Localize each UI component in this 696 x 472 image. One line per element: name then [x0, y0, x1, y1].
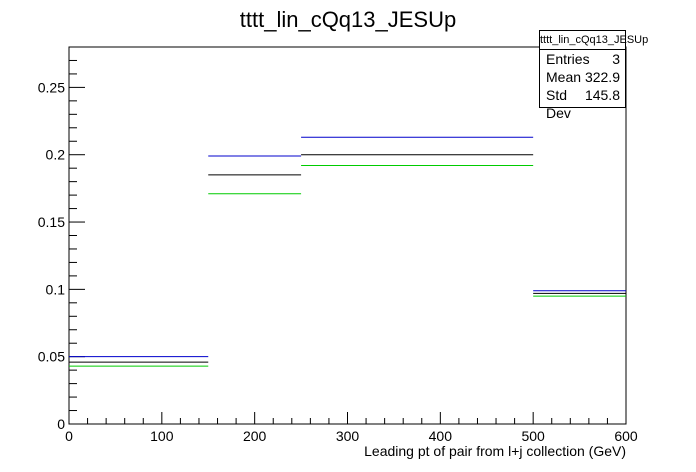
y-tick-label: 0.15 — [38, 214, 65, 230]
stats-title: tttt_lin_cQq13_JESUp — [540, 31, 648, 50]
x-tick-labels: 0 100 200 300 400 500 600 — [65, 428, 638, 444]
mean-value: 322.9 — [584, 69, 620, 85]
y-tick-label: 0.25 — [38, 79, 65, 95]
stats-box: tttt_lin_cQq13_JESUp Entries 3 Mean 322.… — [539, 30, 648, 121]
x-axis-label: Leading pt of pair from l+j collection (… — [364, 443, 626, 459]
stddev-label: Std Dev — [546, 87, 571, 121]
mean-label: Mean — [546, 69, 582, 85]
histogram-series — [69, 136, 626, 367]
stats-row-entries: Entries 3 — [540, 50, 625, 68]
x-tick-label: 200 — [243, 428, 267, 444]
chart-title: tttt_lin_cQq13_JESUp — [240, 7, 456, 32]
stats-row-stddev: Std Dev 145.8 — [540, 86, 625, 122]
axis-ticks — [68, 46, 627, 425]
y-tick-label: 0.2 — [46, 147, 66, 163]
y-tick-label: 0.1 — [46, 281, 66, 297]
y-tick-label: 0 — [57, 416, 65, 432]
y-tick-label: 0.05 — [38, 349, 65, 365]
entries-label: Entries — [546, 51, 590, 67]
stats-row-mean: Mean 322.9 — [540, 68, 625, 86]
y-tick-labels: 0 0.05 0.1 0.15 0.2 0.25 — [38, 79, 65, 432]
stddev-value: 145.8 — [584, 87, 620, 103]
x-tick-label: 0 — [65, 428, 73, 444]
entries-value: 3 — [612, 51, 620, 67]
x-tick-label: 500 — [521, 428, 545, 444]
x-tick-label: 300 — [336, 428, 360, 444]
x-tick-label: 400 — [429, 428, 453, 444]
x-tick-label: 600 — [614, 428, 638, 444]
x-tick-label: 100 — [150, 428, 174, 444]
